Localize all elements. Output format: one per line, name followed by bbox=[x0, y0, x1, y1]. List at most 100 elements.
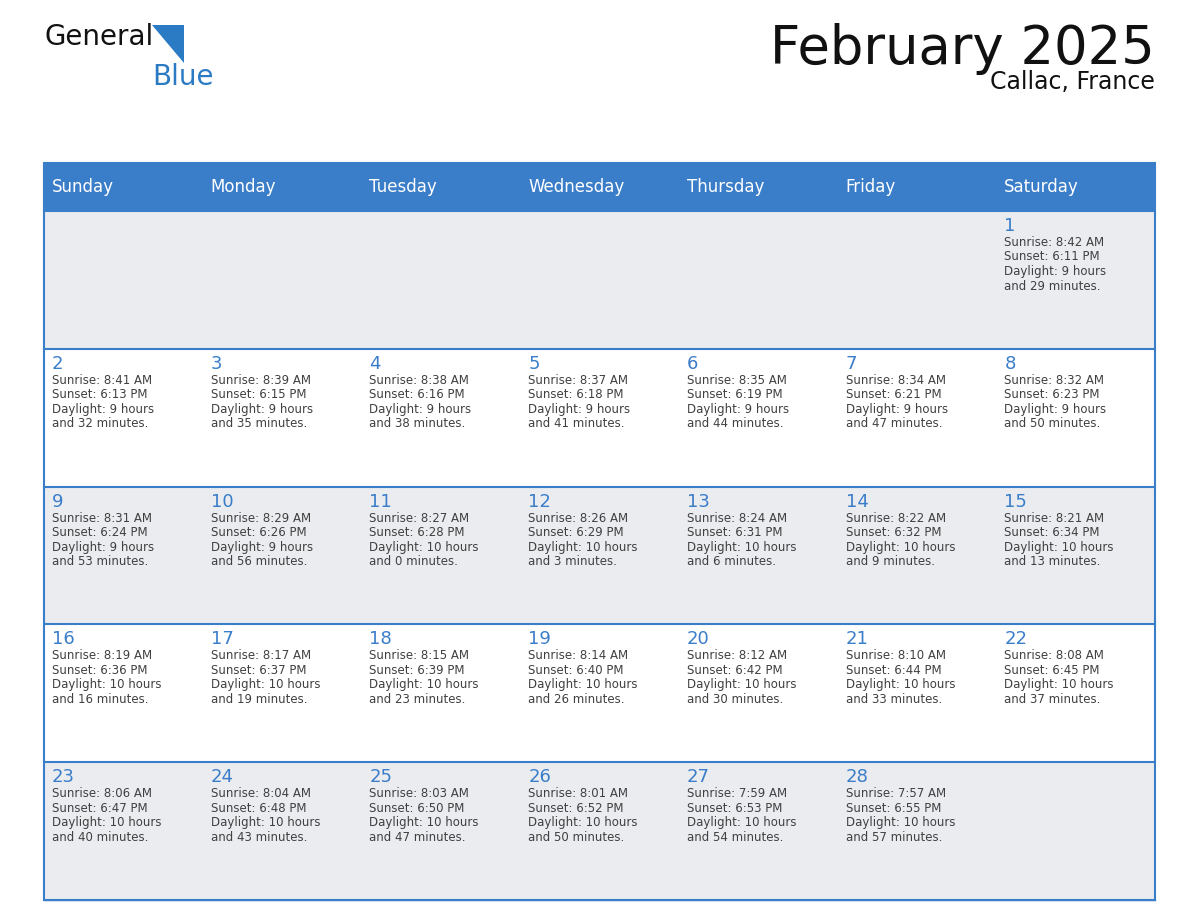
Text: Sunrise: 8:06 AM: Sunrise: 8:06 AM bbox=[52, 788, 152, 800]
Text: Sunday: Sunday bbox=[52, 178, 114, 196]
Text: Daylight: 10 hours: Daylight: 10 hours bbox=[369, 816, 479, 829]
Bar bbox=[203, 349, 361, 487]
Text: Sunrise: 8:10 AM: Sunrise: 8:10 AM bbox=[846, 649, 946, 663]
Text: Sunrise: 8:21 AM: Sunrise: 8:21 AM bbox=[1004, 511, 1105, 524]
Bar bbox=[44, 211, 203, 349]
Text: Sunrise: 7:59 AM: Sunrise: 7:59 AM bbox=[687, 788, 786, 800]
Text: 28: 28 bbox=[846, 768, 868, 786]
Text: Sunset: 6:44 PM: Sunset: 6:44 PM bbox=[846, 664, 941, 677]
Text: General: General bbox=[44, 23, 153, 51]
Text: February 2025: February 2025 bbox=[770, 23, 1155, 75]
Text: Sunset: 6:52 PM: Sunset: 6:52 PM bbox=[529, 801, 624, 814]
Text: Daylight: 9 hours: Daylight: 9 hours bbox=[52, 541, 154, 554]
Text: Saturday: Saturday bbox=[1004, 178, 1079, 196]
Bar bbox=[997, 487, 1155, 624]
Text: Sunrise: 8:34 AM: Sunrise: 8:34 AM bbox=[846, 374, 946, 386]
Text: and 16 minutes.: and 16 minutes. bbox=[52, 693, 148, 706]
Text: Daylight: 9 hours: Daylight: 9 hours bbox=[52, 403, 154, 416]
Text: Sunset: 6:53 PM: Sunset: 6:53 PM bbox=[687, 801, 782, 814]
Bar bbox=[361, 211, 520, 349]
Text: 25: 25 bbox=[369, 768, 392, 786]
Text: Sunrise: 8:27 AM: Sunrise: 8:27 AM bbox=[369, 511, 469, 524]
Text: Sunrise: 8:26 AM: Sunrise: 8:26 AM bbox=[529, 511, 628, 524]
Text: Daylight: 10 hours: Daylight: 10 hours bbox=[1004, 678, 1114, 691]
Text: Sunset: 6:32 PM: Sunset: 6:32 PM bbox=[846, 526, 941, 539]
Bar bbox=[44, 487, 203, 624]
Bar bbox=[203, 211, 361, 349]
Bar bbox=[44, 163, 203, 211]
Text: Sunset: 6:36 PM: Sunset: 6:36 PM bbox=[52, 664, 147, 677]
Text: 14: 14 bbox=[846, 493, 868, 510]
Text: and 30 minutes.: and 30 minutes. bbox=[687, 693, 783, 706]
Text: and 23 minutes.: and 23 minutes. bbox=[369, 693, 466, 706]
Bar bbox=[838, 349, 997, 487]
Text: Daylight: 9 hours: Daylight: 9 hours bbox=[687, 403, 789, 416]
Bar bbox=[520, 349, 678, 487]
Text: Sunset: 6:18 PM: Sunset: 6:18 PM bbox=[529, 388, 624, 401]
Text: 11: 11 bbox=[369, 493, 392, 510]
Text: Daylight: 9 hours: Daylight: 9 hours bbox=[1004, 265, 1106, 278]
Text: 18: 18 bbox=[369, 631, 392, 648]
Bar bbox=[838, 163, 997, 211]
Text: Sunrise: 8:24 AM: Sunrise: 8:24 AM bbox=[687, 511, 786, 524]
Text: Sunrise: 8:32 AM: Sunrise: 8:32 AM bbox=[1004, 374, 1105, 386]
Text: Sunset: 6:26 PM: Sunset: 6:26 PM bbox=[210, 526, 307, 539]
Text: Daylight: 10 hours: Daylight: 10 hours bbox=[369, 678, 479, 691]
Text: Sunset: 6:11 PM: Sunset: 6:11 PM bbox=[1004, 251, 1100, 263]
Text: Sunrise: 8:39 AM: Sunrise: 8:39 AM bbox=[210, 374, 311, 386]
Text: Sunrise: 8:04 AM: Sunrise: 8:04 AM bbox=[210, 788, 311, 800]
Bar bbox=[361, 163, 520, 211]
Text: Sunrise: 8:14 AM: Sunrise: 8:14 AM bbox=[529, 649, 628, 663]
Bar bbox=[520, 762, 678, 900]
Text: Daylight: 9 hours: Daylight: 9 hours bbox=[369, 403, 472, 416]
Bar bbox=[203, 762, 361, 900]
Text: Daylight: 9 hours: Daylight: 9 hours bbox=[210, 541, 312, 554]
Text: Sunrise: 8:41 AM: Sunrise: 8:41 AM bbox=[52, 374, 152, 386]
Bar bbox=[44, 163, 1155, 900]
Bar bbox=[44, 349, 203, 487]
Bar bbox=[838, 762, 997, 900]
Text: 22: 22 bbox=[1004, 631, 1028, 648]
Text: 6: 6 bbox=[687, 354, 699, 373]
Text: Sunset: 6:37 PM: Sunset: 6:37 PM bbox=[210, 664, 307, 677]
Bar bbox=[44, 762, 203, 900]
Text: and 57 minutes.: and 57 minutes. bbox=[846, 831, 942, 844]
Text: and 38 minutes.: and 38 minutes. bbox=[369, 418, 466, 431]
Text: Tuesday: Tuesday bbox=[369, 178, 437, 196]
Text: 9: 9 bbox=[52, 493, 63, 510]
Text: Daylight: 10 hours: Daylight: 10 hours bbox=[1004, 541, 1114, 554]
Text: Sunset: 6:28 PM: Sunset: 6:28 PM bbox=[369, 526, 465, 539]
Text: 23: 23 bbox=[52, 768, 75, 786]
Text: Sunrise: 8:38 AM: Sunrise: 8:38 AM bbox=[369, 374, 469, 386]
Text: and 37 minutes.: and 37 minutes. bbox=[1004, 693, 1100, 706]
Text: and 29 minutes.: and 29 minutes. bbox=[1004, 279, 1101, 293]
Text: Daylight: 10 hours: Daylight: 10 hours bbox=[846, 541, 955, 554]
Bar bbox=[361, 487, 520, 624]
Text: and 40 minutes.: and 40 minutes. bbox=[52, 831, 148, 844]
Text: Sunset: 6:15 PM: Sunset: 6:15 PM bbox=[210, 388, 307, 401]
Bar bbox=[997, 211, 1155, 349]
Text: and 3 minutes.: and 3 minutes. bbox=[529, 555, 617, 568]
Text: 15: 15 bbox=[1004, 493, 1028, 510]
Text: and 13 minutes.: and 13 minutes. bbox=[1004, 555, 1100, 568]
Text: 26: 26 bbox=[529, 768, 551, 786]
Text: 12: 12 bbox=[529, 493, 551, 510]
Text: 10: 10 bbox=[210, 493, 233, 510]
Text: Sunrise: 8:17 AM: Sunrise: 8:17 AM bbox=[210, 649, 311, 663]
Text: Sunrise: 8:15 AM: Sunrise: 8:15 AM bbox=[369, 649, 469, 663]
Bar bbox=[838, 211, 997, 349]
Text: and 26 minutes.: and 26 minutes. bbox=[529, 693, 625, 706]
Text: Sunset: 6:42 PM: Sunset: 6:42 PM bbox=[687, 664, 783, 677]
Text: 2: 2 bbox=[52, 354, 63, 373]
Text: Thursday: Thursday bbox=[687, 178, 764, 196]
Bar bbox=[520, 487, 678, 624]
Text: and 44 minutes.: and 44 minutes. bbox=[687, 418, 783, 431]
Text: and 9 minutes.: and 9 minutes. bbox=[846, 555, 935, 568]
Bar bbox=[997, 624, 1155, 762]
Text: Daylight: 10 hours: Daylight: 10 hours bbox=[529, 541, 638, 554]
Bar bbox=[678, 762, 838, 900]
Text: Sunrise: 8:29 AM: Sunrise: 8:29 AM bbox=[210, 511, 311, 524]
Text: Daylight: 10 hours: Daylight: 10 hours bbox=[210, 816, 321, 829]
Text: Blue: Blue bbox=[152, 63, 214, 91]
Text: Sunset: 6:50 PM: Sunset: 6:50 PM bbox=[369, 801, 465, 814]
